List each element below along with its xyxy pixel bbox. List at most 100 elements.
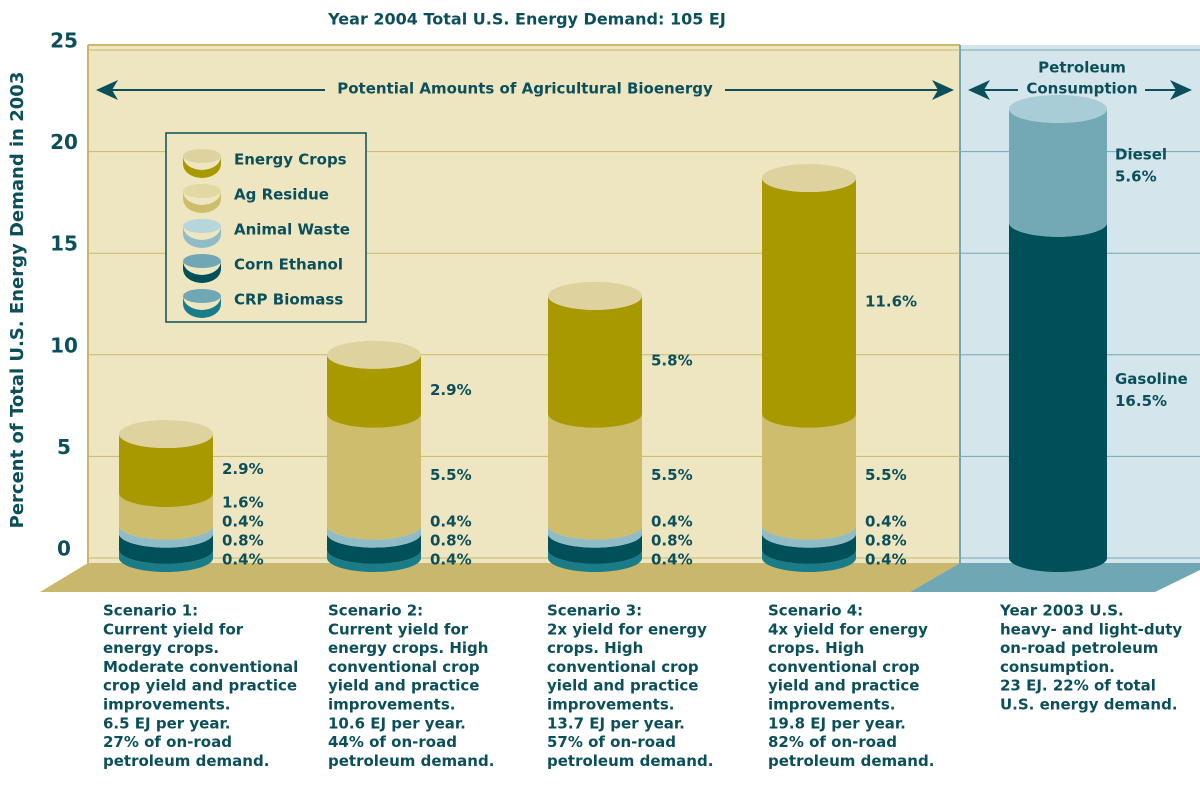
chart-title: Year 2004 Total U.S. Energy Demand: 105 …: [327, 10, 726, 29]
category-description: on-road petroleum: [1000, 639, 1158, 657]
category-description: crops. High: [547, 639, 643, 657]
x-tick-label: Scenario 4:: [768, 602, 863, 620]
legend-swatch: [183, 261, 221, 283]
y-tick-label: 10: [50, 333, 78, 357]
y-axis-label: Percent of Total U.S. Energy Demand in 2…: [7, 72, 28, 529]
category-description: consumption.: [1000, 658, 1115, 676]
value-label: 0.8%: [651, 531, 693, 549]
category-description: petroleum demand.: [103, 752, 269, 770]
category-description: 13.7 EJ per year.: [547, 714, 685, 732]
bar-segment: [118, 525, 213, 548]
category-description: energy crops.: [103, 639, 219, 657]
legend-label: Corn Ethanol: [234, 256, 343, 274]
bar-segment: [327, 549, 421, 572]
x-tick-label: Scenario 3:: [547, 602, 642, 620]
value-label: 2.9%: [430, 381, 472, 399]
value-label: 0.4%: [865, 512, 907, 530]
category-description: improvements.: [547, 696, 674, 714]
legend-swatch: [183, 219, 221, 233]
bar-segment: [762, 413, 856, 540]
category-description: 23 EJ. 22% of total: [1000, 677, 1156, 695]
legend-swatch: [183, 184, 221, 198]
category-description: Moderate conventional: [103, 658, 298, 676]
value-label: 0.4%: [222, 550, 264, 568]
bar-segment: [548, 295, 642, 428]
category-description: petroleum demand.: [328, 752, 494, 770]
category-description: 44% of on-road: [328, 733, 457, 751]
y-tick-label: 15: [50, 232, 78, 256]
value-label: 0.4%: [222, 512, 264, 530]
annotation-arrow: [96, 80, 1192, 100]
annotation: Petroleum: [1038, 59, 1126, 77]
bar-segment: [548, 533, 642, 564]
legend-swatch: [183, 254, 221, 268]
category-description: 10.6 EJ per year.: [328, 714, 466, 732]
value-label: 2.9%: [222, 460, 264, 478]
bar-segment: [762, 549, 856, 572]
category-description: 82% of on-road: [768, 733, 897, 751]
segment-name: Gasoline: [1115, 370, 1188, 388]
y-tick-label: 5: [57, 435, 71, 459]
x-tick-label: Scenario 2:: [328, 602, 423, 620]
bar-segment: [327, 413, 421, 540]
category-description: 57% of on-road: [547, 733, 676, 751]
value-label: 1.6%: [222, 493, 264, 511]
category-description: yield and practice: [328, 677, 479, 695]
category-description: crop yield and practice: [103, 677, 297, 695]
value-label: 5.6%: [1115, 167, 1157, 185]
annotation: Potential Amounts of Agricultural Bioene…: [337, 80, 713, 98]
x-tick-label: Scenario 1:: [103, 602, 198, 620]
bar-segment: [762, 533, 856, 564]
value-label: 0.4%: [430, 512, 472, 530]
category-description: crops. High: [768, 639, 864, 657]
value-label: 0.4%: [651, 550, 693, 568]
bar-segment: [762, 178, 856, 428]
category-description: energy crops. High: [328, 639, 488, 657]
legend-swatch: [183, 226, 221, 248]
category-description: yield and practice: [547, 677, 698, 695]
legend-swatch: [183, 149, 221, 163]
legend-label: Energy Crops: [234, 151, 347, 169]
floor: [910, 563, 1200, 592]
value-label: 11.6%: [865, 292, 917, 310]
category-description: petroleum demand.: [547, 752, 713, 770]
y-tick-label: 25: [50, 29, 78, 53]
category-description: Current yield for: [103, 620, 244, 638]
bar-segment: [327, 533, 421, 564]
y-tick-label: 0: [57, 537, 71, 561]
bar-segment: [548, 549, 642, 572]
category-description: petroleum demand.: [768, 752, 934, 770]
value-label: 5.8%: [651, 351, 693, 369]
value-label: 5.5%: [651, 466, 693, 484]
bar-segment: [762, 525, 856, 548]
value-label: 16.5%: [1115, 392, 1167, 410]
legend-swatch: [183, 191, 221, 213]
bar-cap: [327, 340, 421, 369]
value-label: 0.8%: [222, 531, 264, 549]
category-description: 4x yield for energy: [768, 620, 928, 638]
y-tick-label: 20: [50, 130, 78, 154]
category-description: 6.5 EJ per year.: [103, 714, 230, 732]
value-label: 0.4%: [430, 550, 472, 568]
category-description: heavy- and light-duty: [1000, 620, 1182, 638]
category-description: improvements.: [768, 696, 895, 714]
bar-segment: [327, 354, 421, 428]
bar-cap: [548, 281, 642, 310]
category-description: Current yield for: [328, 620, 469, 638]
legend-label: Animal Waste: [234, 221, 350, 239]
bar-segment: [548, 413, 642, 540]
segment-name: Diesel: [1115, 145, 1167, 163]
legend-swatch: [183, 289, 221, 303]
value-label: 0.8%: [430, 531, 472, 549]
category-description: U.S. energy demand.: [1000, 696, 1178, 714]
category-description: yield and practice: [768, 677, 919, 695]
bar-segment: [118, 434, 213, 507]
value-label: 0.8%: [865, 531, 907, 549]
value-label: 5.5%: [865, 466, 907, 484]
bar-cap: [1009, 94, 1107, 123]
bar-segment: [118, 492, 213, 540]
bar-cap: [119, 420, 213, 449]
category-description: 27% of on-road: [103, 733, 232, 751]
bar-segment: [118, 533, 213, 564]
x-tick-label: Year 2003 U.S.: [999, 602, 1124, 620]
